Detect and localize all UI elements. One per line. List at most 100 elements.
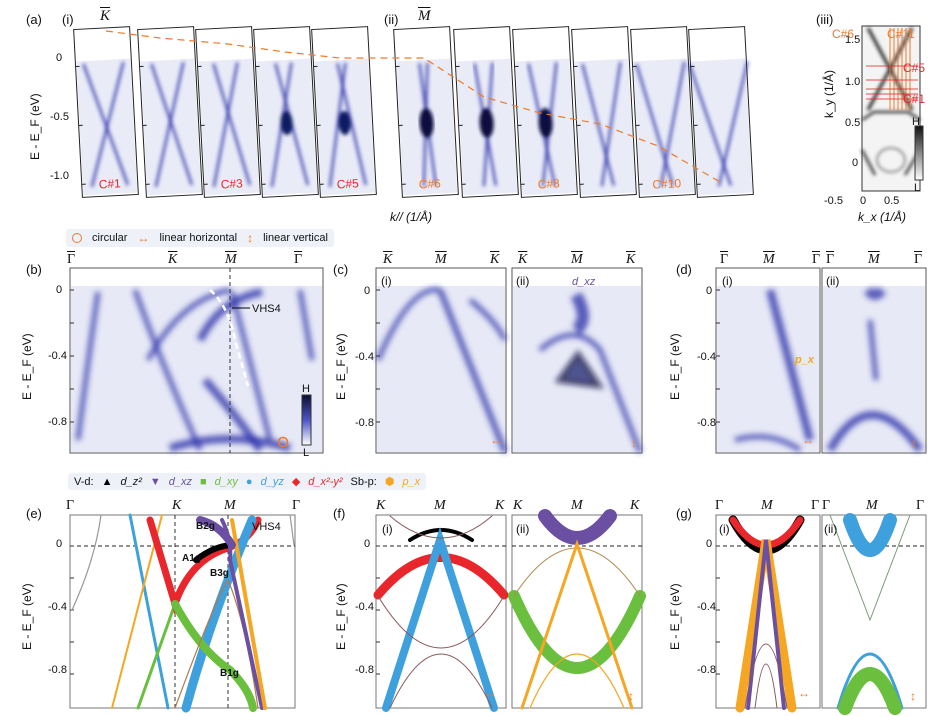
band bbox=[373, 553, 509, 600]
dxy-icon: ■ bbox=[200, 475, 207, 488]
cut-label: C#5 bbox=[336, 176, 359, 191]
band bbox=[212, 62, 239, 188]
band-spot bbox=[538, 108, 553, 138]
polarization-legend: circular ↔ linear horizontal ↕ linear ve… bbox=[66, 229, 334, 247]
dz2-icon: ▲ bbox=[101, 475, 113, 488]
band bbox=[154, 61, 185, 188]
cut-background bbox=[198, 58, 260, 196]
panel-b-point: K bbox=[168, 252, 178, 267]
band bbox=[328, 62, 347, 188]
panel-f-ytick: -0.8 bbox=[355, 664, 374, 676]
map-cut-label: C#1 bbox=[903, 92, 926, 106]
map-cut-label: C#6 bbox=[832, 27, 855, 41]
panel-d-ii-point: M bbox=[868, 252, 880, 267]
panel-d-ii-point: Γ bbox=[826, 252, 835, 267]
band bbox=[520, 539, 634, 710]
legend-dz2: d_z² bbox=[120, 475, 142, 488]
panel-e-label: (e) bbox=[26, 506, 42, 521]
linear-horizontal-icon: ↔ bbox=[798, 686, 810, 700]
legend-sbp-prefix: Sb-p: bbox=[350, 475, 377, 488]
map-ytick: 0.5 bbox=[845, 117, 861, 129]
panel-b-plot bbox=[69, 267, 324, 454]
map-xtick: -0.5 bbox=[824, 195, 843, 207]
band bbox=[600, 61, 622, 187]
panel-d-ytick: 0 bbox=[706, 285, 713, 297]
panel-b-point: Γ bbox=[294, 252, 303, 267]
cut-bands bbox=[526, 62, 558, 187]
band bbox=[230, 518, 267, 710]
panel-g-label: (g) bbox=[676, 506, 692, 521]
band bbox=[754, 663, 778, 709]
linear-horizontal-icon: ↔ bbox=[802, 433, 814, 447]
band bbox=[389, 653, 493, 709]
band bbox=[843, 513, 897, 557]
panel-g-ii-point: Γ bbox=[822, 498, 831, 513]
panel-d-i-point: Γ bbox=[720, 252, 729, 267]
cut-label: C#6 bbox=[418, 176, 441, 191]
band bbox=[826, 411, 924, 453]
band-spot bbox=[280, 110, 293, 135]
cut-label: C#8 bbox=[537, 176, 560, 191]
panel-a-map-ylabel: k_y (1/Å) bbox=[822, 69, 836, 118]
panel-c-ytick: -0.4 bbox=[355, 351, 374, 363]
band bbox=[867, 319, 879, 381]
panel-e-point: Γ bbox=[292, 498, 301, 513]
map-cut-label: C#11 bbox=[887, 27, 915, 41]
panel-d-orbital: p_x bbox=[795, 354, 814, 366]
band bbox=[659, 61, 686, 187]
panel-g-ytick: -0.8 bbox=[697, 664, 716, 676]
band bbox=[297, 289, 315, 361]
panel-c-orbital: d_xz bbox=[572, 276, 596, 288]
band bbox=[289, 514, 295, 546]
a1g-annotation: A1g bbox=[182, 553, 201, 564]
legend-dx2y2: d_x²-y² bbox=[308, 475, 343, 488]
linear-vertical-icon: ↕ bbox=[628, 689, 634, 703]
panel-c-ii-point: M bbox=[571, 252, 583, 267]
panel-d-ii-label: (ii) bbox=[826, 274, 840, 288]
band bbox=[863, 286, 887, 300]
panel-d-label: (d) bbox=[676, 262, 692, 277]
b1g-annotation: B1g bbox=[220, 668, 239, 679]
panel-a-ytick: -1.0 bbox=[50, 170, 69, 182]
linear-vertical-icon: ↕ bbox=[631, 436, 637, 450]
panel-f-i-point: K bbox=[376, 498, 386, 513]
band bbox=[145, 287, 231, 362]
panel-f-ii-label: (ii) bbox=[516, 522, 530, 536]
arpes-cut bbox=[137, 26, 203, 198]
panel-d-ytick: -0.4 bbox=[697, 351, 716, 363]
band bbox=[538, 509, 617, 545]
panel-g-ii-point: Γ bbox=[916, 498, 925, 513]
linear-vertical-icon: ↕ bbox=[247, 231, 254, 245]
band-spot bbox=[338, 110, 351, 135]
panel-c-ii-point: K bbox=[518, 252, 528, 267]
band bbox=[375, 287, 441, 361]
panel-a-ii-label: (ii) bbox=[384, 12, 399, 27]
cut-label: C#3 bbox=[220, 176, 243, 191]
panel-f-ii-point: M bbox=[571, 498, 583, 513]
map-xtick: 0 bbox=[860, 195, 867, 207]
band bbox=[196, 516, 236, 549]
cut-bands bbox=[82, 61, 130, 188]
panel-b-colorbar-high: H bbox=[302, 383, 310, 395]
band bbox=[136, 602, 177, 710]
band bbox=[581, 63, 616, 186]
panel-g-ii-label: (ii) bbox=[824, 522, 838, 536]
legend-vd-prefix: V-d: bbox=[74, 475, 94, 488]
panel-b-ytick: 0 bbox=[56, 284, 63, 296]
cut-label: C#10 bbox=[652, 176, 682, 191]
panel-d-ii-plot-bands bbox=[826, 286, 924, 453]
band bbox=[838, 667, 902, 715]
panel-b-ytick: -0.4 bbox=[48, 350, 67, 362]
cut-bands bbox=[150, 61, 194, 188]
legend-circular: circular bbox=[92, 232, 128, 244]
arpes-cut: C#1 bbox=[73, 26, 139, 198]
panel-a-k-point: K bbox=[100, 8, 111, 24]
panel-g-ytick: 0 bbox=[706, 538, 713, 550]
panel-a-label: (a) bbox=[26, 12, 42, 27]
legend-dxy: d_xy bbox=[214, 475, 238, 488]
panel-c-label: (c) bbox=[333, 262, 349, 277]
legend-dyz: d_yz bbox=[260, 475, 284, 488]
legend-dxz: d_xz bbox=[168, 475, 193, 488]
band bbox=[744, 643, 788, 709]
